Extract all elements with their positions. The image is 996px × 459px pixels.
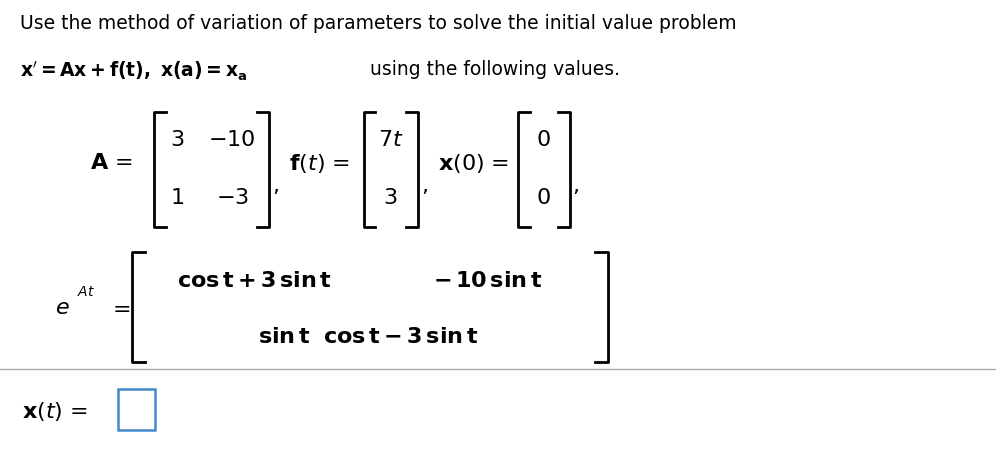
- Text: using the following values.: using the following values.: [364, 60, 620, 78]
- Text: Use the method of variation of parameters to solve the initial value problem: Use the method of variation of parameter…: [20, 14, 737, 33]
- Text: $\mathbf{cos\,t + 3\,sin\,t}$: $\mathbf{cos\,t + 3\,sin\,t}$: [176, 270, 332, 290]
- Text: $\mathbf{x}(0)$ =: $\mathbf{x}(0)$ =: [438, 151, 509, 174]
- Text: $7t$: $7t$: [377, 130, 403, 150]
- Text: $=$: $=$: [108, 297, 130, 318]
- Text: $e$: $e$: [55, 297, 70, 318]
- Text: $\mathit{At}$: $\mathit{At}$: [77, 285, 95, 298]
- Text: $\mathbf{x' = Ax + f(t),\ x(a) = x_a}$: $\mathbf{x' = Ax + f(t),\ x(a) = x_a}$: [20, 60, 247, 83]
- Text: $\mathbf{-\,10\,sin\,t}$: $\mathbf{-\,10\,sin\,t}$: [433, 270, 543, 290]
- Text: $\mathbf{sin\,t\ \ cos\,t - 3\,sin\,t}$: $\mathbf{sin\,t\ \ cos\,t - 3\,sin\,t}$: [258, 326, 479, 346]
- Text: $0$: $0$: [537, 130, 551, 150]
- Text: $1$: $1$: [170, 187, 184, 207]
- Text: $3$: $3$: [170, 130, 184, 150]
- Text: ,: ,: [421, 176, 428, 196]
- Text: $0$: $0$: [537, 187, 551, 207]
- Text: $-3$: $-3$: [215, 187, 249, 207]
- Text: $\mathbf{A}$ =: $\mathbf{A}$ =: [90, 153, 132, 173]
- Text: ,: ,: [573, 176, 580, 196]
- Text: ,: ,: [272, 176, 279, 196]
- Text: $\mathbf{x}(t)$ =: $\mathbf{x}(t)$ =: [22, 399, 88, 422]
- FancyBboxPatch shape: [118, 389, 155, 431]
- Text: $\mathbf{f}(t)$ =: $\mathbf{f}(t)$ =: [289, 151, 350, 174]
- Text: $3$: $3$: [383, 187, 397, 207]
- Text: $-10$: $-10$: [208, 130, 256, 150]
